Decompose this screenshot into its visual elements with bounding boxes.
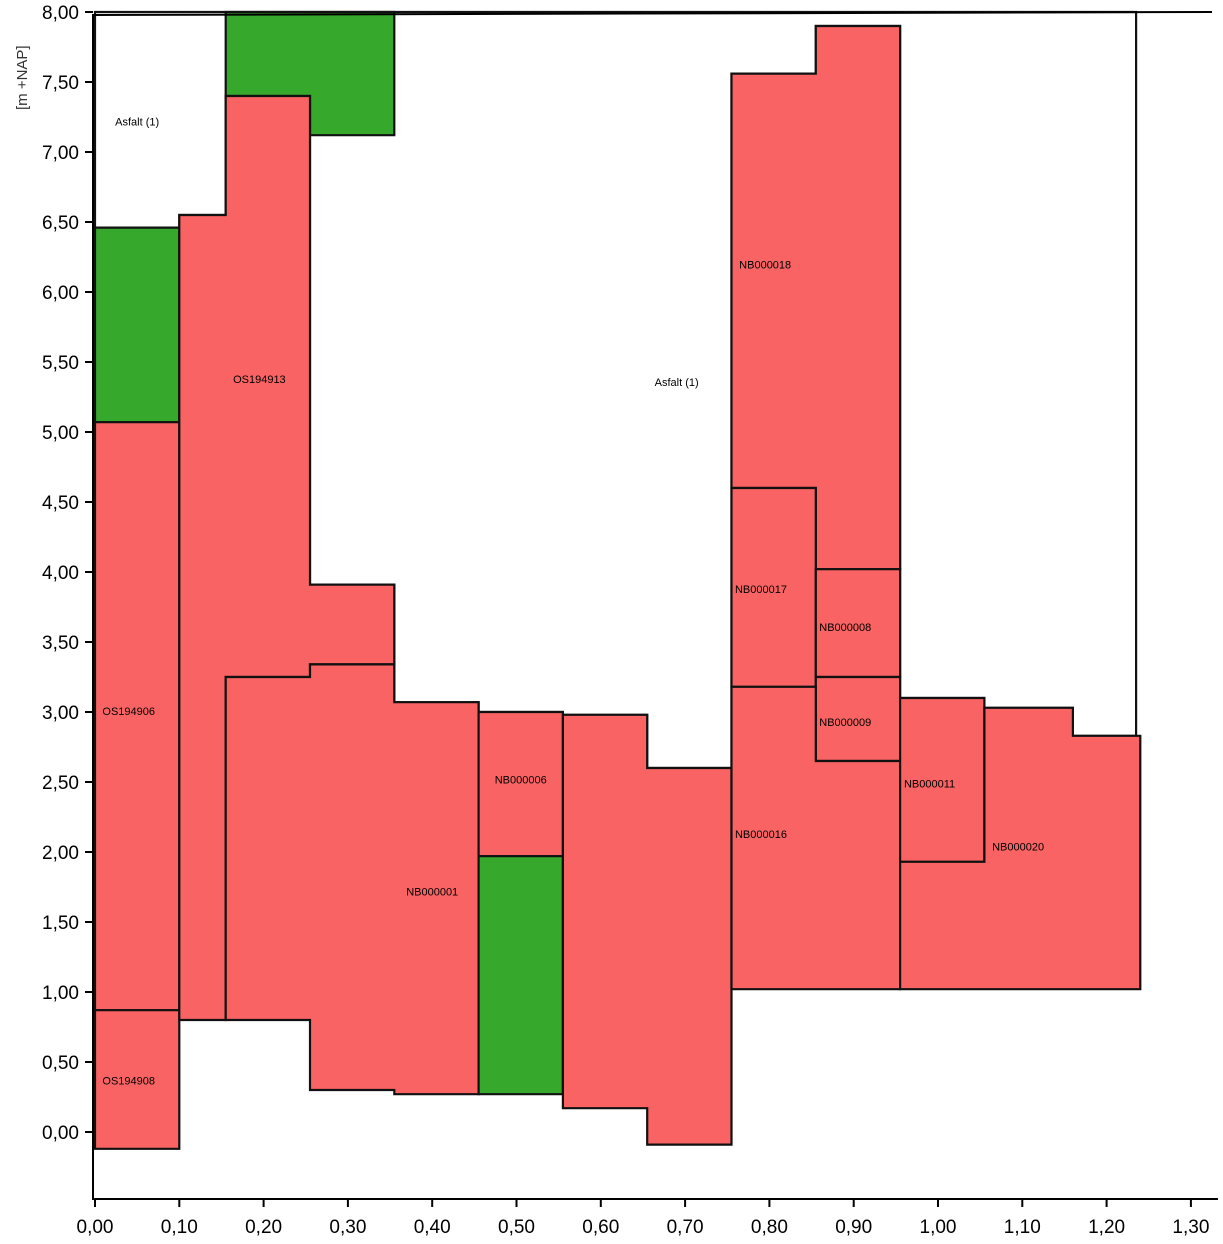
region-label: NB000006 [495, 775, 547, 787]
region-nb000020 [898, 706, 1142, 991]
region-label: NB000008 [819, 622, 871, 634]
x-tick-label: 0,30 [329, 1217, 366, 1238]
x-tick-label: 1,30 [1172, 1217, 1209, 1238]
region-label: NB000011 [904, 779, 955, 791]
region-label: NB000018 [739, 259, 791, 271]
y-axis-title: [m +NAP] [14, 45, 31, 110]
region-label: NB000020 [992, 842, 1044, 854]
region-os194908 [93, 1009, 181, 1150]
region-label: OS194913 [233, 374, 286, 386]
x-tick-label: 0,10 [161, 1217, 198, 1238]
region-green-8 [477, 855, 565, 1096]
y-tick-label: 5,50 [42, 353, 79, 374]
region-label: NB000016 [735, 829, 787, 841]
x-tick-label: 0,40 [414, 1217, 451, 1238]
y-tick-label: 6,00 [42, 283, 79, 304]
y-tick-label: 3,00 [42, 703, 79, 724]
x-tick-label: 0,50 [498, 1217, 535, 1238]
y-tick-label: 1,00 [42, 983, 79, 1004]
region-labels-layer: Asfalt (1) OS194906 OS194908 OS194913 NB0000… [102, 117, 1044, 1088]
x-tick-label: 0,00 [77, 1217, 114, 1238]
y-tick-label: 2,50 [42, 773, 79, 794]
x-tick-label: 0,80 [751, 1217, 788, 1238]
region-label: OS194908 [102, 1076, 155, 1088]
region-label: OS194906 [102, 706, 155, 718]
region-nb000001 [224, 663, 480, 1096]
region-label: NB000001 [406, 887, 458, 899]
y-tick-label: 0,50 [42, 1053, 79, 1074]
ticks-layer: 0,00 0,50 1,00 1,50 2,00 2,50 3,00 3,50 4,00 4,50… [42, 3, 1209, 1238]
region-label: Asfalt (1) [115, 117, 159, 129]
y-tick-label: 1,50 [42, 913, 79, 934]
axes-layer: [m +NAP] [14, 11, 1218, 1200]
y-tick-label: 6,50 [42, 213, 79, 234]
y-tick-label: 7,50 [42, 73, 79, 94]
region-red-9 [561, 713, 733, 1146]
region-label: NB000009 [819, 717, 871, 729]
regions-layer [93, 10, 1142, 1150]
x-tick-label: 0,60 [582, 1217, 619, 1238]
region-label: NB000017 [735, 584, 787, 596]
y-tick-label: 3,50 [42, 633, 79, 654]
y-tick-label: 7,00 [42, 143, 79, 164]
y-tick-label: 4,00 [42, 563, 79, 584]
top-frame-line [92, 11, 1213, 16]
y-tick-label: 5,00 [42, 423, 79, 444]
region-label: Asfalt (1) [655, 377, 699, 389]
x-tick-label: 0,20 [245, 1217, 282, 1238]
y-tick-label: 0,00 [42, 1123, 79, 1144]
y-tick-label: 4,50 [42, 493, 79, 514]
y-tick-label: 8,00 [42, 3, 79, 24]
x-tick-label: 1,20 [1088, 1217, 1125, 1238]
x-tick-label: 0,90 [835, 1217, 872, 1238]
region-green-2 [93, 226, 181, 424]
y-tick-label: 2,00 [42, 843, 79, 864]
x-tick-label: 1,10 [1004, 1217, 1041, 1238]
x-tick-label: 1,00 [920, 1217, 957, 1238]
x-tick-label: 0,70 [667, 1217, 704, 1238]
